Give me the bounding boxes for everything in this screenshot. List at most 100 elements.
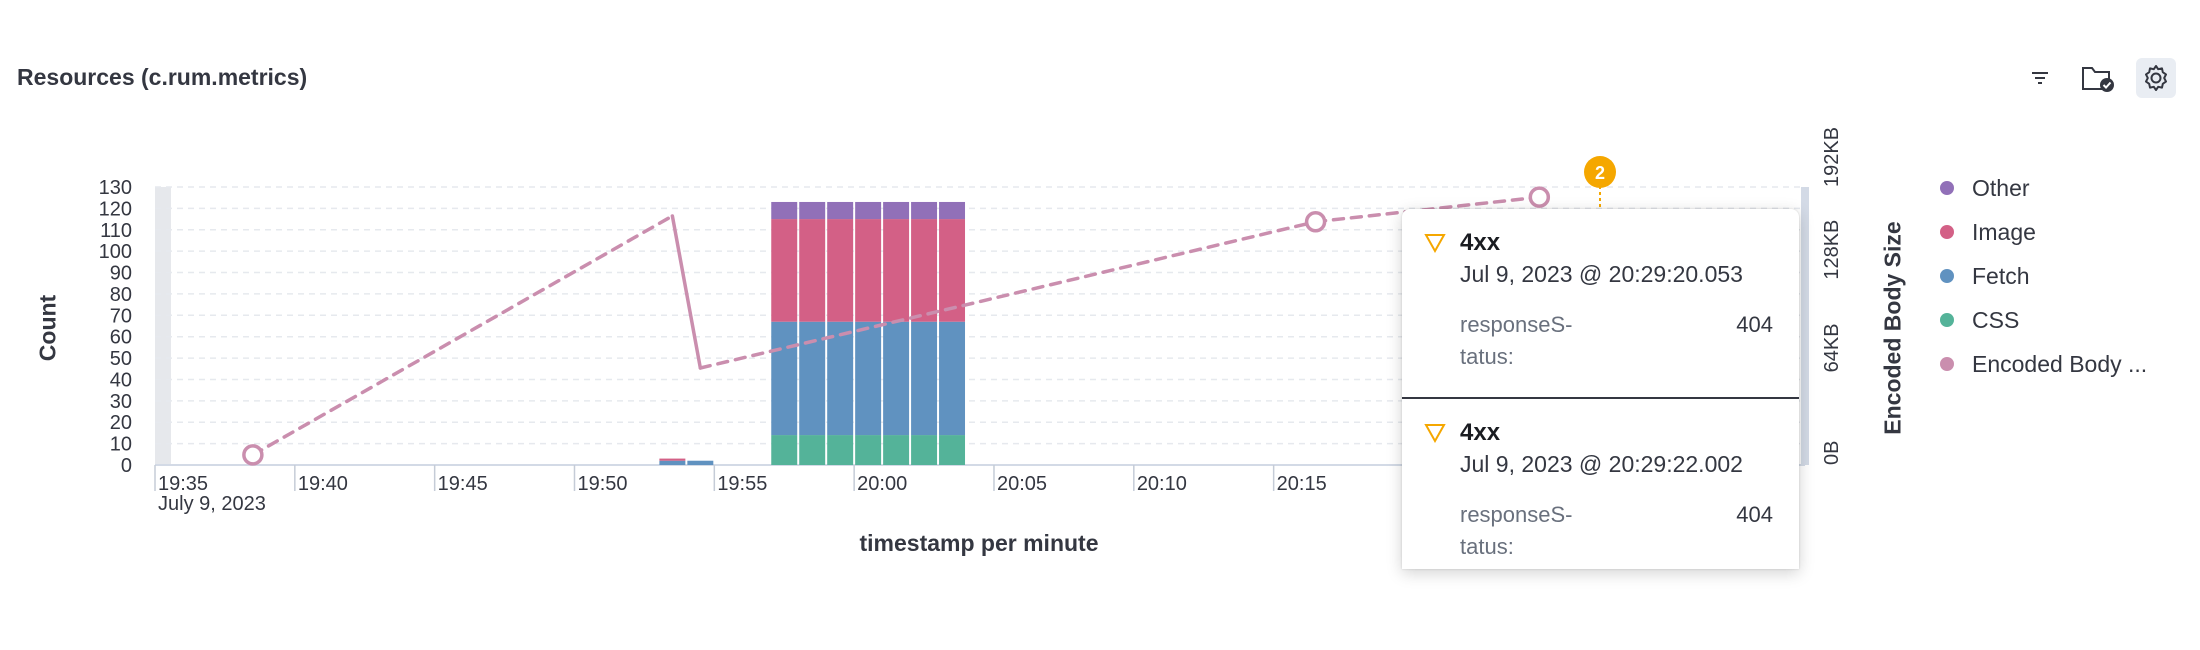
y-tick-label: 20 — [110, 412, 132, 434]
x-tick-label: 20:00 — [857, 473, 907, 495]
gear-icon — [2145, 65, 2167, 91]
bar-segment — [883, 435, 910, 465]
x-tick-label: 20:10 — [1137, 473, 1187, 495]
y-tick-label: 120 — [99, 198, 132, 220]
legend-swatch — [1940, 357, 1954, 371]
bar-segment — [771, 219, 798, 322]
y-tick-label: 10 — [110, 434, 132, 456]
bar-segment — [883, 219, 910, 322]
y-tick-label: 30 — [110, 391, 132, 413]
legend-item[interactable]: Other — [1940, 166, 2147, 210]
legend-label: Fetch — [1972, 262, 2030, 289]
y-tick-label: 80 — [110, 284, 132, 306]
settings-button[interactable] — [2136, 58, 2176, 98]
y-tick-label: 50 — [110, 348, 132, 370]
bar-segment — [911, 321, 938, 436]
bar-segment — [855, 201, 882, 220]
bar-segment — [939, 201, 966, 220]
legend-label: Encoded Body ... — [1972, 350, 2148, 377]
encoded-body-line-segment — [698, 220, 1318, 370]
bar-segment — [771, 321, 798, 436]
x-tick-label: 19:45 — [438, 473, 488, 495]
encoded-body-line-segment — [251, 214, 675, 457]
legend-item[interactable]: Image — [1940, 210, 2147, 254]
x-tick-label: 19:50 — [577, 473, 627, 495]
bar-segment — [939, 219, 966, 322]
x-tick-label: 19:55 — [717, 473, 767, 495]
legend-label: Other — [1972, 174, 2030, 201]
y2-tick-label: 128KB — [1821, 220, 1843, 280]
tooltip-item-value: 404 — [1736, 502, 1773, 527]
tooltip-item: 4xx Jul 9, 2023 @ 20:29:22.002 responseS… — [1402, 397, 1799, 569]
x-tick-label: 20:05 — [997, 473, 1047, 495]
x-tick-label: 20:15 — [1277, 473, 1327, 495]
legend-label: Image — [1972, 218, 2036, 245]
y-tick-label: 60 — [110, 327, 132, 349]
bar-segment — [855, 435, 882, 465]
warning-triangle-icon — [1424, 234, 1446, 253]
y-tick-label: 130 — [99, 177, 132, 199]
y2-tick-label: 64KB — [1821, 323, 1843, 372]
chart-legend: Other Image Fetch CSS Encoded Body ... — [1940, 166, 2147, 386]
legend-swatch — [1940, 269, 1954, 283]
panel-title: Resources (c.rum.metrics) — [17, 64, 308, 90]
out-of-range-band — [155, 187, 171, 465]
bar-segment — [883, 321, 910, 436]
bar-segment — [827, 219, 854, 322]
bar-segment — [799, 219, 826, 322]
bar-segment — [771, 201, 798, 220]
encoded-body-line-segment — [670, 214, 703, 370]
filter-icon — [2032, 72, 2048, 84]
bar-segment — [911, 435, 938, 465]
legend-item[interactable]: CSS — [1940, 298, 2147, 342]
tooltip-item-name: 4xx — [1460, 419, 1501, 446]
bar-segment — [939, 435, 966, 465]
y-tick-label: 0 — [121, 455, 132, 477]
bar-segment — [911, 219, 938, 322]
tooltip-item-key: responseS-tatus: — [1460, 312, 1573, 369]
bar-segment — [771, 435, 798, 465]
encoded-body-point — [1528, 186, 1551, 208]
x-tick-label: 19:40 — [298, 473, 348, 495]
panel-toolbar — [2020, 58, 2176, 98]
bar-segment — [827, 321, 854, 436]
tooltip-item-key: responseS-tatus: — [1460, 502, 1573, 559]
bar-segment — [883, 201, 910, 220]
bar-segment — [855, 321, 882, 436]
tooltip-item-name: 4xx — [1460, 229, 1501, 256]
x-date-label: July 9, 2023 — [158, 493, 266, 515]
add-to-folder-button[interactable] — [2078, 58, 2118, 98]
bar-segment — [911, 201, 938, 220]
y2-tick-label: 192KB — [1821, 127, 1843, 187]
legend-swatch — [1940, 181, 1954, 195]
y-tick-label: 40 — [110, 369, 132, 391]
legend-item[interactable]: Encoded Body ... — [1940, 342, 2147, 386]
bar-segment — [687, 460, 714, 465]
bar-segment — [799, 435, 826, 465]
tooltip-item-time: Jul 9, 2023 @ 20:29:22.002 — [1460, 451, 1743, 477]
tooltip-item-value: 404 — [1736, 312, 1773, 337]
x-tick-label: 19:35 — [158, 473, 208, 495]
legend-item[interactable]: Fetch — [1940, 254, 2147, 298]
encoded-body-point — [242, 444, 264, 466]
filter-button[interactable] — [2020, 58, 2060, 98]
bar-segment — [659, 458, 686, 461]
y2-tick-label: 0B — [1821, 441, 1843, 465]
bar-segment — [855, 219, 882, 322]
legend-swatch — [1940, 225, 1954, 239]
annotation-count: 2 — [1595, 163, 1605, 183]
legend-label: CSS — [1972, 306, 2020, 333]
bar-segment — [827, 201, 854, 220]
x-axis-title: timestamp per minute — [859, 530, 1099, 556]
annotation-marker — [1584, 156, 1616, 188]
y-tick-label: 110 — [100, 220, 132, 242]
folder-check-icon — [2082, 67, 2114, 92]
bar-segment — [939, 321, 966, 436]
tooltip-item-time: Jul 9, 2023 @ 20:29:20.053 — [1460, 261, 1743, 287]
y-tick-label: 70 — [110, 305, 132, 327]
y-tick-label: 100 — [99, 241, 132, 263]
warning-triangle-icon — [1424, 424, 1446, 443]
legend-swatch — [1940, 313, 1954, 327]
bar-segment — [827, 435, 854, 465]
